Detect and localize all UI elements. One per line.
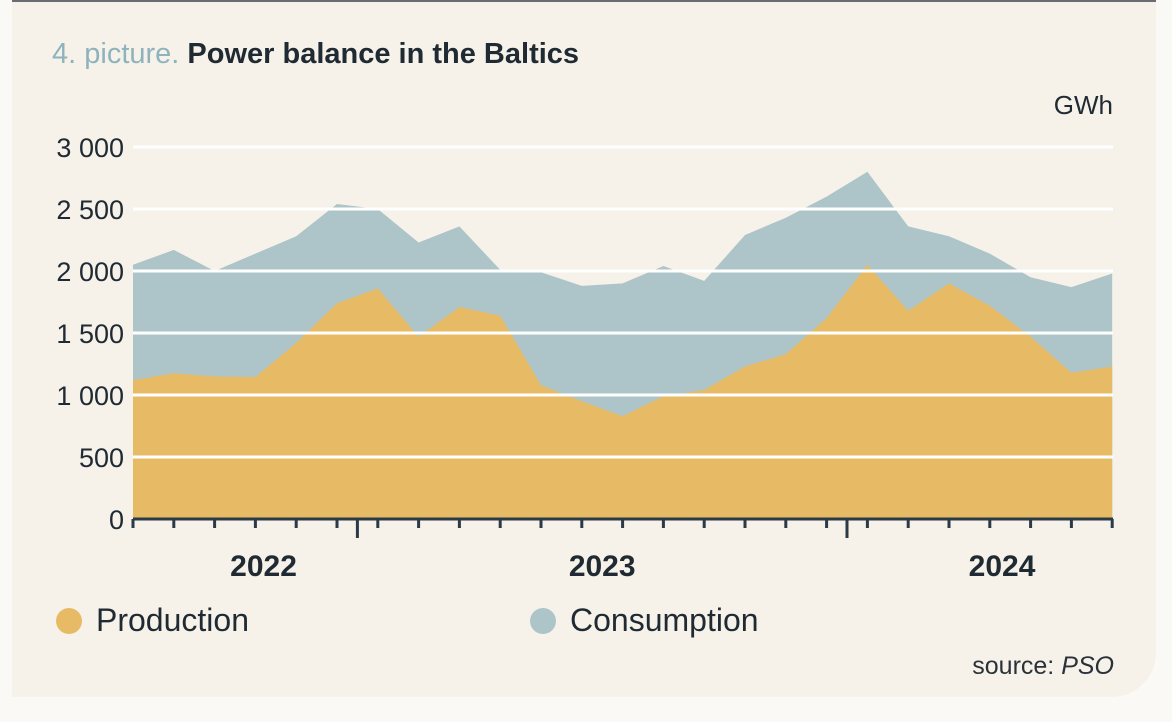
legend-item-consumption: Consumption [530, 602, 759, 639]
x-year-label-2023: 2023 [569, 550, 636, 583]
y-tick-label-1000: 1 000 [56, 381, 124, 411]
y-tick-label-1500: 1 500 [56, 319, 124, 349]
source-name: PSO [1061, 652, 1114, 680]
x-year-label-2024: 2024 [969, 550, 1036, 583]
y-unit-label: GWh [1054, 90, 1113, 120]
source-label: source: [972, 652, 1055, 680]
legend-label-consumption: Consumption [570, 602, 759, 638]
title-prefix: 4. picture. [52, 38, 180, 70]
y-tick-label-2500: 2 500 [56, 195, 124, 225]
production-swatch [56, 607, 82, 634]
x-year-label-2022: 2022 [230, 550, 297, 583]
chart-card: 4. picture. Power balance in the Baltics… [12, 0, 1156, 697]
y-tick-label-2000: 2 000 [56, 257, 124, 287]
legend-item-production: Production [56, 602, 249, 639]
chart-title: 4. picture. Power balance in the Baltics [52, 36, 579, 72]
production-area [133, 264, 1113, 519]
y-tick-label-0: 0 [109, 505, 124, 535]
y-tick-label-500: 500 [79, 443, 124, 473]
consumption-swatch [530, 607, 556, 634]
y-tick-label-3000: 3 000 [56, 133, 124, 163]
area-chart: 0 500 1 000 1 500 2 000 2 500 3 000 GWh 2022 2023… [56, 90, 1114, 583]
title-main: Power balance in the Baltics [187, 38, 580, 70]
source-note: source: PSO [972, 652, 1114, 681]
legend-label-production: Production [96, 602, 249, 638]
